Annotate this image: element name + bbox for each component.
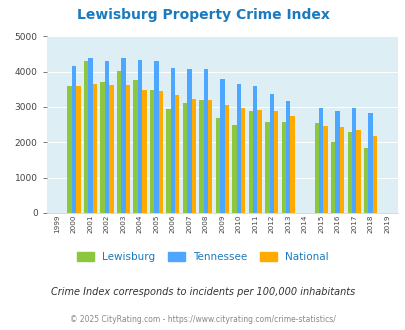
Bar [281, 122, 285, 213]
Bar [100, 82, 104, 213]
Bar [273, 111, 278, 213]
Bar [215, 118, 220, 213]
Bar [257, 110, 261, 213]
Bar [335, 111, 339, 213]
Text: Lewisburg Property Crime Index: Lewisburg Property Crime Index [77, 8, 328, 22]
Bar [363, 148, 368, 213]
Bar [318, 108, 323, 213]
Bar [351, 108, 356, 213]
Text: © 2025 CityRating.com - https://www.cityrating.com/crime-statistics/: © 2025 CityRating.com - https://www.city… [70, 315, 335, 324]
Bar [133, 80, 137, 213]
Bar [203, 69, 207, 213]
Bar [158, 91, 163, 213]
Bar [83, 61, 88, 213]
Bar [220, 80, 224, 213]
Bar [252, 86, 257, 213]
Bar [166, 109, 170, 213]
Bar [88, 58, 92, 213]
Bar [264, 122, 269, 213]
Bar [248, 111, 252, 213]
Bar [339, 127, 343, 213]
Bar [236, 84, 241, 213]
Bar [330, 142, 335, 213]
Bar [67, 86, 72, 213]
Bar [104, 61, 109, 213]
Bar [109, 85, 113, 213]
Bar [269, 93, 273, 213]
Bar [137, 60, 142, 213]
Bar [187, 69, 191, 213]
Bar [182, 103, 187, 213]
Bar [198, 100, 203, 213]
Bar [125, 85, 130, 213]
Legend: Lewisburg, Tennessee, National: Lewisburg, Tennessee, National [73, 248, 332, 266]
Bar [170, 68, 175, 213]
Bar [154, 61, 158, 213]
Bar [314, 123, 318, 213]
Bar [72, 66, 76, 213]
Bar [232, 125, 236, 213]
Bar [149, 90, 154, 213]
Bar [116, 71, 121, 213]
Bar [92, 83, 97, 213]
Bar [191, 99, 196, 213]
Bar [121, 58, 125, 213]
Bar [347, 132, 351, 213]
Bar [224, 105, 228, 213]
Text: Crime Index corresponds to incidents per 100,000 inhabitants: Crime Index corresponds to incidents per… [51, 287, 354, 297]
Bar [207, 100, 212, 213]
Bar [372, 136, 376, 213]
Bar [356, 130, 360, 213]
Bar [290, 116, 294, 213]
Bar [76, 86, 80, 213]
Bar [323, 126, 327, 213]
Bar [368, 113, 372, 213]
Bar [175, 95, 179, 213]
Bar [241, 108, 245, 213]
Bar [285, 101, 290, 213]
Bar [142, 90, 146, 213]
